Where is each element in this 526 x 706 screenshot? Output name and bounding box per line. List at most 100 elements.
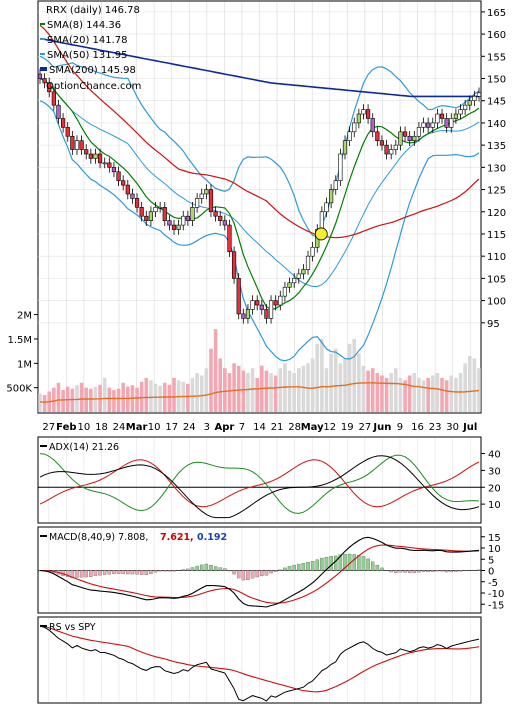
candle-body [416,127,422,137]
macd-histogram-bar [431,570,435,572]
x-tick-label: 3 [204,422,210,433]
macd-tick-label: 15 [488,533,501,544]
volume-bar [389,373,393,412]
sma20-line [39,78,480,288]
macd-histogram-bar [232,570,236,575]
volume-bar [320,338,324,412]
candle-body [439,113,445,119]
volume-bar [287,370,292,412]
volume-bar [121,382,125,412]
macd-histogram-bar [273,570,278,572]
candle-body [93,153,98,159]
macd-histogram-bar [139,570,144,575]
x-tick-label: Jul [462,422,477,433]
bollinger-upper-band [39,55,480,238]
candle-body [84,149,89,155]
adx-tick-label: 20 [488,483,501,494]
macd-histogram-bar [199,564,204,571]
volume-bar [190,377,195,412]
volume-bar [444,380,449,412]
x-tick-label: 9 [397,422,403,433]
candle-body [449,118,454,128]
volume-bar [269,373,273,412]
price-tick-label: 115 [487,230,506,241]
x-tick-label: 28 [288,422,301,433]
macd-histogram-bar [195,565,199,571]
volume-bar [380,375,384,412]
volume-bar [403,380,407,412]
volume-bar [209,348,213,412]
candle-body [65,127,70,137]
volume-bar [42,394,47,412]
macd-histogram-bar [306,562,310,571]
volume-bar [347,343,352,412]
macd-histogram-bar [116,570,121,574]
adx-tick-label: 30 [488,466,501,477]
volume-bar [375,373,380,412]
candle-body [476,92,482,97]
macd-histogram-bar [163,570,167,572]
x-tick-label: 21 [271,422,284,433]
candle-body [301,269,306,275]
price-tick-label: 95 [487,319,500,330]
volume-bar [102,377,107,412]
volume-bar [370,368,375,412]
x-tick-label: 27 [42,422,55,433]
candle-body [227,224,232,253]
macd-histogram-bar [149,570,153,574]
macd-tick-label: -5 [488,578,498,589]
candle-body [319,211,324,230]
candle-body [218,215,223,221]
volume-bar [236,365,241,412]
macd-histogram-bar [79,570,84,578]
candle-body [458,109,463,115]
volume-bar [199,375,204,412]
macd-histogram-bar [70,570,75,579]
candle-body [245,309,251,319]
macd-signal-line [39,544,480,604]
volume-bar [250,368,255,412]
macd-histogram-bar [440,570,444,572]
candle-body [305,255,311,270]
candle-body [213,211,218,217]
volume-bar [241,370,246,412]
volume-bar [204,368,209,412]
volume-bar [440,377,444,412]
macd-histogram-bar [375,564,380,571]
price-tick-label: 145 [487,97,506,108]
candle-body [195,198,200,208]
candle-body [204,189,209,195]
candle-body [430,122,435,128]
macd-histogram-bar [84,570,88,578]
adx-label: ADX(14) 21.26 [49,442,119,453]
volume-bar [273,375,278,412]
candle-body [255,300,260,306]
candle-body [412,135,417,141]
candle-body [356,113,361,124]
candle-body [70,135,75,150]
macd-histogram-bar [269,570,273,574]
volume-bar [56,382,61,412]
legend-sma50-label: SMA(50) 131.95 [47,50,128,61]
price-candles [37,68,482,324]
macd-histogram-bar [186,568,190,571]
x-tick-label: 24 [113,422,126,433]
macd-histogram-bar [130,570,135,575]
price-tick-label: 130 [487,163,506,174]
sma50-line [39,24,480,239]
macd-histogram-bar [333,555,338,571]
candle-body [365,109,371,119]
macd-histogram-bar [435,570,440,572]
candle-body [102,162,107,165]
candle-body [144,215,149,221]
candle-body [176,224,181,230]
candle-body [162,207,167,221]
volume-bar [89,388,93,412]
candle-body [111,167,117,173]
candle-body [338,153,343,181]
macd-tick-label: -15 [488,600,504,611]
macd-histogram-bar [389,570,393,573]
volume-bar [426,377,430,412]
macd-histogram-bar [324,556,329,571]
macd-histogram-bar [310,560,315,571]
